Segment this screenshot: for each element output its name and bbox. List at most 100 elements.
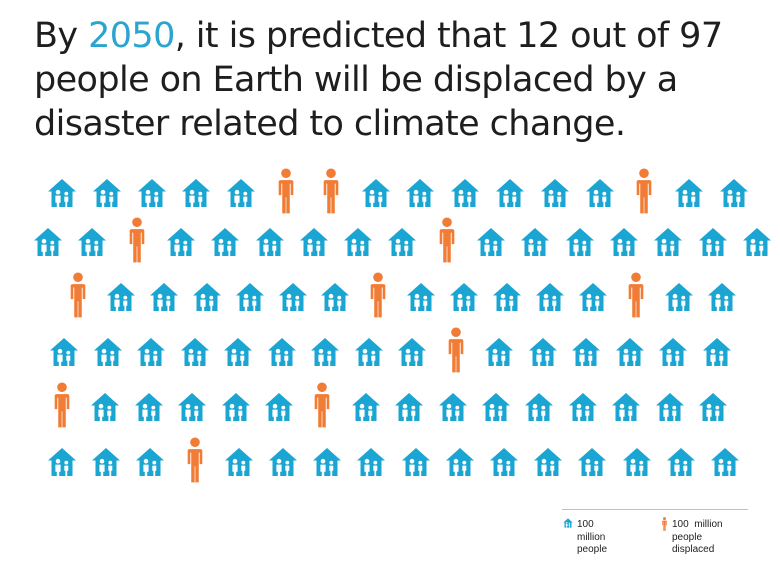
house-family-icon xyxy=(658,337,688,371)
displaced-person-icon xyxy=(70,272,86,322)
displaced-person-icon xyxy=(323,168,339,218)
displaced-person-icon xyxy=(448,327,464,377)
house-family-icon xyxy=(401,447,431,481)
house-family-icon xyxy=(702,337,732,371)
house-family-icon xyxy=(492,282,522,316)
house-family-icon xyxy=(664,282,694,316)
displaced-person-icon xyxy=(439,217,455,267)
headline-year: 2050 xyxy=(88,16,175,56)
house-family-icon xyxy=(93,337,123,371)
house-family-icon xyxy=(655,392,685,426)
house-family-icon xyxy=(320,282,350,316)
house-family-icon xyxy=(484,337,514,371)
house-family-icon xyxy=(299,227,329,261)
house-family-icon xyxy=(354,337,384,371)
displaced-person-icon xyxy=(628,272,644,322)
house-family-icon xyxy=(47,178,77,212)
headline-prefix: By xyxy=(34,16,89,56)
house-family-icon xyxy=(137,178,167,212)
house-family-icon xyxy=(615,337,645,371)
house-family-icon xyxy=(149,282,179,316)
displaced-person-icon xyxy=(278,168,294,218)
house-family-icon xyxy=(92,178,122,212)
house-family-icon xyxy=(450,178,480,212)
legend-home-line: 100 xyxy=(577,519,594,530)
house-family-icon xyxy=(578,282,608,316)
house-family-icon xyxy=(33,227,63,261)
house-family-icon xyxy=(535,282,565,316)
displaced-person-icon xyxy=(636,168,652,218)
house-family-icon xyxy=(356,447,386,481)
house-family-icon xyxy=(742,227,772,261)
house-family-icon xyxy=(221,392,251,426)
house-family-icon xyxy=(235,282,265,316)
legend-divider xyxy=(562,509,748,510)
house-family-icon xyxy=(568,392,598,426)
house-family-icon xyxy=(406,282,436,316)
house-family-icon xyxy=(267,337,297,371)
house-family-icon xyxy=(577,447,607,481)
house-family-icon xyxy=(49,337,79,371)
house-family-icon xyxy=(571,337,601,371)
house-family-icon xyxy=(226,178,256,212)
house-family-icon xyxy=(394,392,424,426)
house-family-icon xyxy=(106,282,136,316)
house-family-icon xyxy=(91,447,121,481)
house-family-icon xyxy=(698,227,728,261)
house-family-icon xyxy=(210,227,240,261)
headline-rest: , it is predicted that 12 out of 97 peop… xyxy=(34,16,723,144)
house-family-icon xyxy=(312,447,342,481)
house-family-icon xyxy=(387,227,417,261)
house-family-icon xyxy=(719,178,749,212)
house-family-icon xyxy=(698,392,728,426)
house-family-icon xyxy=(524,392,554,426)
legend-home-line: million xyxy=(577,531,606,543)
displaced-person-icon xyxy=(129,217,145,267)
headline: By 2050, it is predicted that 12 out of … xyxy=(34,14,764,146)
house-family-icon xyxy=(177,392,207,426)
house-family-icon xyxy=(585,178,615,212)
legend-person-icon xyxy=(662,516,667,535)
displaced-person-icon xyxy=(54,382,70,432)
legend-displaced-line: displaced xyxy=(672,544,715,555)
house-family-icon xyxy=(710,447,740,481)
house-family-icon xyxy=(255,227,285,261)
house-family-icon xyxy=(533,447,563,481)
house-family-icon xyxy=(135,447,165,481)
house-family-icon xyxy=(481,392,511,426)
house-family-icon xyxy=(181,178,211,212)
house-family-icon xyxy=(445,447,475,481)
house-family-icon xyxy=(47,447,77,481)
legend-house-icon xyxy=(563,513,573,532)
legend-displaced-label: 100 million people displaced xyxy=(672,519,723,557)
house-family-icon xyxy=(397,337,427,371)
displaced-person-icon xyxy=(314,382,330,432)
house-family-icon xyxy=(565,227,595,261)
house-family-icon xyxy=(351,392,381,426)
house-family-icon xyxy=(495,178,525,212)
house-family-icon xyxy=(90,392,120,426)
displaced-person-icon xyxy=(187,437,203,487)
house-family-icon xyxy=(166,227,196,261)
house-family-icon xyxy=(666,447,696,481)
house-family-icon xyxy=(223,337,253,371)
house-family-icon xyxy=(438,392,468,426)
house-family-icon xyxy=(278,282,308,316)
house-family-icon xyxy=(192,282,222,316)
house-family-icon xyxy=(520,227,550,261)
house-family-icon xyxy=(653,227,683,261)
legend-displaced-line: people xyxy=(672,531,703,543)
house-family-icon xyxy=(268,447,298,481)
house-family-icon xyxy=(77,227,107,261)
house-family-icon xyxy=(405,178,435,212)
displaced-person-icon xyxy=(370,272,386,322)
house-family-icon xyxy=(134,392,164,426)
house-family-icon xyxy=(310,337,340,371)
house-family-icon xyxy=(361,178,391,212)
legend-displaced-line: 100 million xyxy=(672,519,723,530)
house-family-icon xyxy=(264,392,294,426)
house-family-icon xyxy=(343,227,373,261)
house-family-icon xyxy=(489,447,519,481)
house-family-icon xyxy=(449,282,479,316)
